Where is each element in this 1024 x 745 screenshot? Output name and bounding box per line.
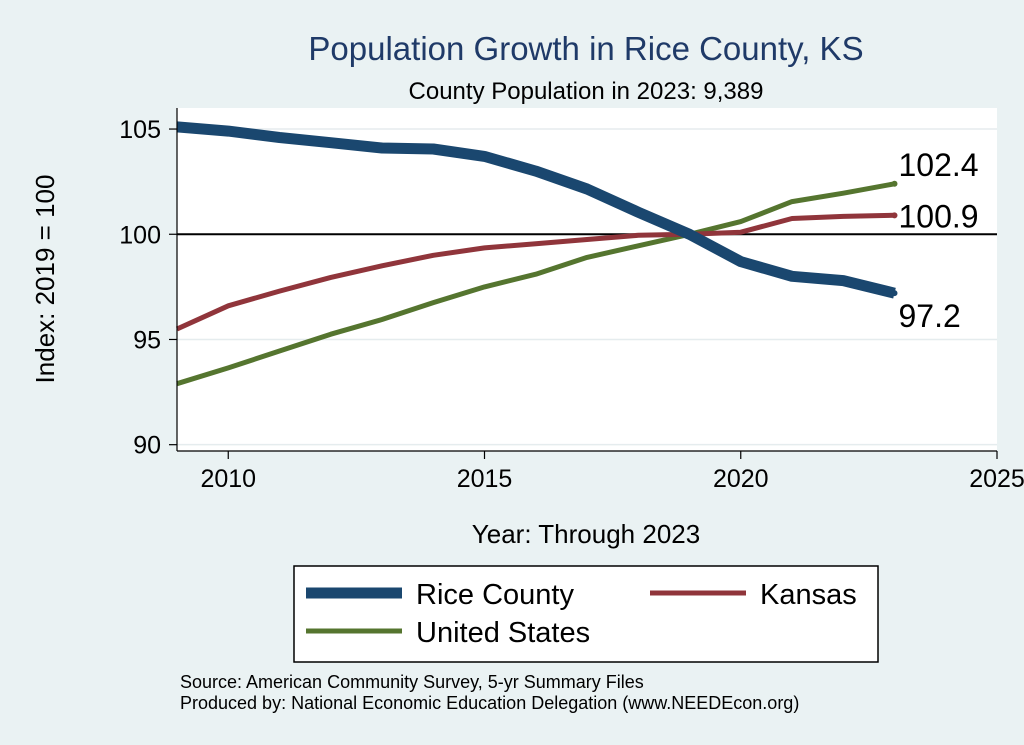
series-end-point-rice-county [891, 290, 898, 297]
y-axis-label: Index: 2019 = 100 [30, 175, 60, 384]
y-tick-label-100: 100 [119, 221, 161, 249]
series-end-point-united-states [891, 180, 898, 187]
chart-title: Population Growth in Rice County, KS [308, 30, 863, 67]
legend-label-rice-county: Rice County [416, 579, 574, 611]
series-layer [175, 121, 898, 387]
series-line-rice-county [176, 121, 896, 299]
produced-by-note: Produced by: National Economic Education… [180, 693, 799, 713]
x-axis-label: Year: Through 2023 [472, 519, 700, 549]
x-ticks: 2010 2015 2020 2025 [200, 451, 1024, 493]
end-label-layer: 97.2 100.9 102.4 [899, 147, 979, 334]
y-ticks: 90 95 100 105 [119, 116, 177, 460]
x-tick-label-2020: 2020 [713, 465, 769, 493]
chart-subtitle: County Population in 2023: 9,389 [409, 78, 764, 105]
x-tick-label-2010: 2010 [200, 465, 256, 493]
series-line-kansas [175, 212, 895, 332]
legend-label-kansas: Kansas [760, 579, 857, 611]
x-tick-label-2025: 2025 [969, 465, 1024, 493]
series-end-point-kansas [891, 212, 898, 219]
y-tick-label-95: 95 [133, 326, 161, 354]
x-tick-label-2015: 2015 [457, 465, 513, 493]
legend-label-united-states: United States [416, 617, 590, 649]
series-line-united-states [176, 181, 895, 387]
source-note: Source: American Community Survey, 5-yr … [180, 672, 644, 692]
end-label-kansas: 100.9 [899, 198, 979, 234]
y-tick-label-105: 105 [119, 116, 161, 144]
legend: Rice County Kansas United States [293, 565, 879, 663]
legend-box [293, 565, 879, 663]
end-label-united-states: 102.4 [899, 147, 979, 183]
plot-area [177, 108, 997, 451]
y-tick-label-90: 90 [133, 432, 161, 460]
end-label-rice-county: 97.2 [899, 298, 961, 334]
